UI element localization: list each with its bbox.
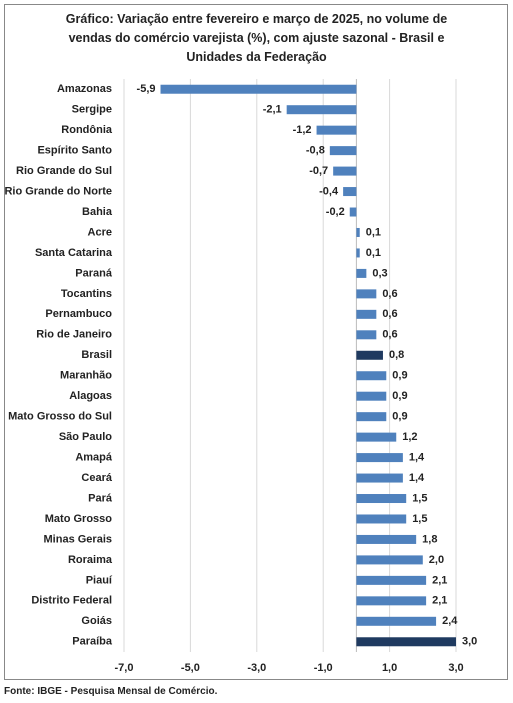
y-tick-label: Bahia bbox=[82, 206, 113, 218]
value-label: -1,2 bbox=[293, 124, 312, 136]
y-tick-label: São Paulo bbox=[59, 431, 112, 443]
value-label: 0,8 bbox=[389, 349, 404, 361]
value-label: 1,4 bbox=[409, 472, 425, 484]
value-label: 2,1 bbox=[432, 574, 447, 586]
chart-frame bbox=[4, 4, 508, 680]
value-label: -0,4 bbox=[319, 185, 339, 197]
bar bbox=[356, 575, 427, 585]
x-tick-label: -3,0 bbox=[247, 662, 266, 674]
y-tick-label: Roraima bbox=[68, 554, 113, 566]
y-tick-label: Rio Grande do Norte bbox=[4, 185, 112, 197]
y-tick-label: Paraíba bbox=[72, 636, 113, 648]
bar bbox=[160, 84, 357, 94]
y-tick-label: Mato Grosso bbox=[45, 513, 113, 525]
value-label: 2,0 bbox=[429, 554, 444, 566]
value-label: 1,5 bbox=[412, 513, 427, 525]
value-label: 1,4 bbox=[409, 451, 425, 463]
value-label: 1,5 bbox=[412, 492, 427, 504]
y-tick-label: Goiás bbox=[81, 615, 112, 627]
y-tick-label: Acre bbox=[88, 226, 112, 238]
bar bbox=[356, 432, 397, 442]
value-label: -0,8 bbox=[306, 145, 325, 157]
bar bbox=[356, 637, 456, 647]
bar bbox=[356, 494, 407, 504]
bar bbox=[356, 309, 377, 319]
value-label: 2,4 bbox=[442, 615, 458, 627]
bar bbox=[333, 166, 357, 176]
y-tick-label: Piauí bbox=[86, 574, 113, 586]
bar bbox=[356, 227, 360, 237]
y-tick-label: Rio Grande do Sul bbox=[16, 165, 112, 177]
y-tick-label: Pará bbox=[88, 492, 113, 504]
bar bbox=[329, 146, 357, 156]
bar bbox=[356, 534, 417, 544]
value-label: -0,7 bbox=[309, 165, 328, 177]
bar bbox=[356, 514, 407, 524]
y-tick-label: Paraná bbox=[75, 267, 113, 279]
value-label: 0,9 bbox=[392, 370, 407, 382]
bar bbox=[356, 330, 377, 340]
source-note: Fonte: IBGE - Pesquisa Mensal de Comérci… bbox=[4, 686, 218, 697]
value-label: -0,2 bbox=[326, 206, 345, 218]
value-label: 1,2 bbox=[402, 431, 417, 443]
y-tick-label: Brasil bbox=[81, 349, 112, 361]
value-label: 0,6 bbox=[382, 329, 397, 341]
bar bbox=[349, 207, 357, 217]
value-label: 3,0 bbox=[462, 636, 477, 648]
value-label: 0,9 bbox=[392, 390, 407, 402]
bar bbox=[356, 248, 360, 258]
x-tick-label: 1,0 bbox=[382, 662, 397, 674]
y-tick-label: Minas Gerais bbox=[44, 533, 112, 545]
y-tick-label: Rondônia bbox=[61, 124, 113, 136]
y-tick-label: Alagoas bbox=[69, 390, 112, 402]
y-tick-label: Mato Grosso do Sul bbox=[8, 411, 112, 423]
bar bbox=[356, 371, 387, 381]
bar bbox=[356, 391, 387, 401]
bar bbox=[356, 350, 383, 360]
bar bbox=[356, 412, 387, 422]
bar bbox=[316, 125, 357, 135]
chart-title: Gráfico: Variação entre fevereiro e març… bbox=[65, 12, 448, 64]
value-label: 0,1 bbox=[366, 247, 381, 259]
value-label: 0,1 bbox=[366, 226, 381, 238]
y-tick-label: Espírito Santo bbox=[37, 145, 112, 157]
bar bbox=[356, 453, 403, 463]
x-tick-label: -5,0 bbox=[181, 662, 200, 674]
y-tick-label: Pernambuco bbox=[45, 308, 112, 320]
bar bbox=[356, 616, 437, 626]
bar bbox=[356, 268, 367, 278]
bar bbox=[356, 555, 423, 565]
value-label: -2,1 bbox=[263, 104, 282, 116]
y-tick-label: Sergipe bbox=[72, 104, 112, 116]
y-tick-label: Amazonas bbox=[57, 83, 112, 95]
value-label: 0,6 bbox=[382, 288, 397, 300]
y-tick-label: Amapá bbox=[75, 451, 113, 463]
y-tick-label: Santa Catarina bbox=[35, 247, 113, 259]
x-tick-label: -1,0 bbox=[314, 662, 333, 674]
y-tick-label: Tocantins bbox=[61, 288, 112, 300]
bar bbox=[356, 289, 377, 299]
bar bbox=[286, 105, 357, 115]
y-tick-label: Distrito Federal bbox=[31, 595, 112, 607]
y-tick-label: Maranhão bbox=[60, 370, 112, 382]
value-label: 0,3 bbox=[372, 267, 387, 279]
value-label: -5,9 bbox=[137, 83, 156, 95]
value-label: 2,1 bbox=[432, 595, 447, 607]
bar bbox=[356, 596, 427, 606]
bar bbox=[343, 187, 357, 197]
value-label: 0,9 bbox=[392, 411, 407, 423]
x-tick-label: 3,0 bbox=[448, 662, 463, 674]
x-tick-label: -7,0 bbox=[115, 662, 134, 674]
y-tick-label: Ceará bbox=[81, 472, 112, 484]
y-tick-label: Rio de Janeiro bbox=[36, 329, 112, 341]
value-label: 0,6 bbox=[382, 308, 397, 320]
bar bbox=[356, 473, 403, 483]
value-label: 1,8 bbox=[422, 533, 437, 545]
